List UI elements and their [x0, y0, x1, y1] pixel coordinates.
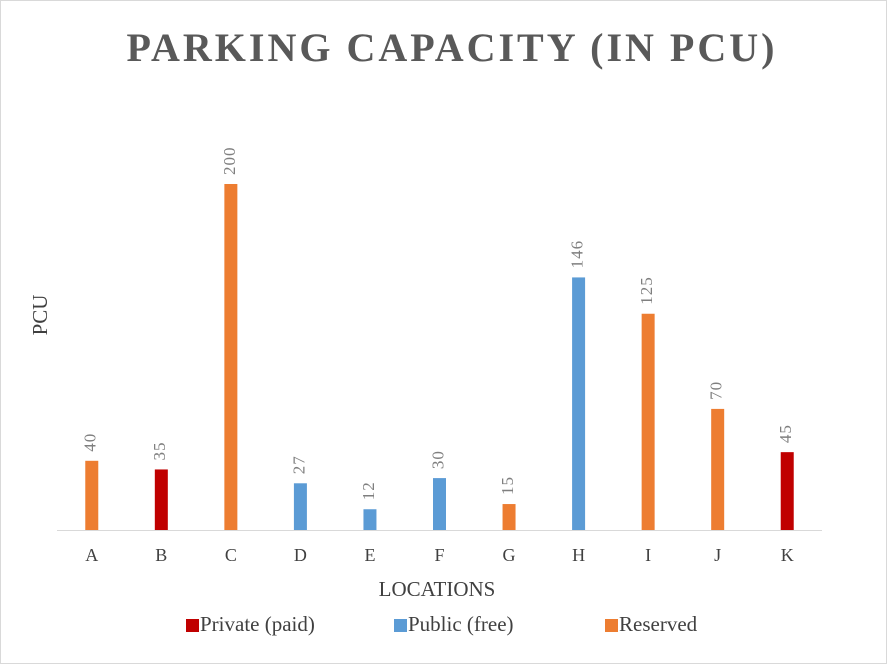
- legend-swatch: [186, 619, 199, 632]
- bar: [780, 452, 794, 530]
- bar: [293, 483, 307, 530]
- x-tick-label: J: [714, 545, 721, 565]
- data-label: 200: [220, 147, 239, 176]
- data-label: 12: [359, 481, 378, 500]
- data-label: 35: [150, 441, 169, 460]
- data-label: 45: [776, 424, 795, 443]
- bar: [363, 509, 377, 530]
- data-label: 40: [81, 433, 100, 452]
- x-tick-label: E: [364, 545, 375, 565]
- legend-label: Reserved: [619, 612, 698, 636]
- bar: [224, 184, 238, 530]
- x-tick-label: I: [645, 545, 651, 565]
- chart-title: PARKING CAPACITY (IN PCU): [127, 25, 778, 70]
- x-tick-label: A: [85, 545, 98, 565]
- legend-swatch: [605, 619, 618, 632]
- x-axis-label: LOCATIONS: [379, 577, 496, 601]
- bar: [711, 408, 725, 530]
- bar: [85, 460, 99, 530]
- legend-swatch: [394, 619, 407, 632]
- legend-label: Private (paid): [200, 612, 315, 636]
- data-label: 30: [428, 450, 447, 469]
- data-label: 27: [289, 455, 308, 474]
- data-label: 70: [707, 381, 726, 400]
- data-label: 146: [567, 240, 586, 269]
- x-tick-label: D: [294, 545, 307, 565]
- data-label: 15: [498, 476, 517, 495]
- bar: [433, 478, 446, 530]
- x-tick-label: B: [155, 545, 167, 565]
- bar: [502, 504, 516, 530]
- x-tick-label: H: [572, 545, 585, 565]
- legend-label: Public (free): [408, 612, 514, 636]
- x-tick-label: K: [781, 545, 794, 565]
- bar: [154, 469, 168, 530]
- x-tick-label: G: [503, 545, 516, 565]
- bar: [641, 313, 655, 530]
- y-axis-label: PCU: [28, 295, 52, 336]
- data-label: 125: [637, 276, 656, 305]
- x-tick-label: F: [434, 545, 444, 565]
- bar: [572, 277, 586, 530]
- x-tick-label: C: [225, 545, 237, 565]
